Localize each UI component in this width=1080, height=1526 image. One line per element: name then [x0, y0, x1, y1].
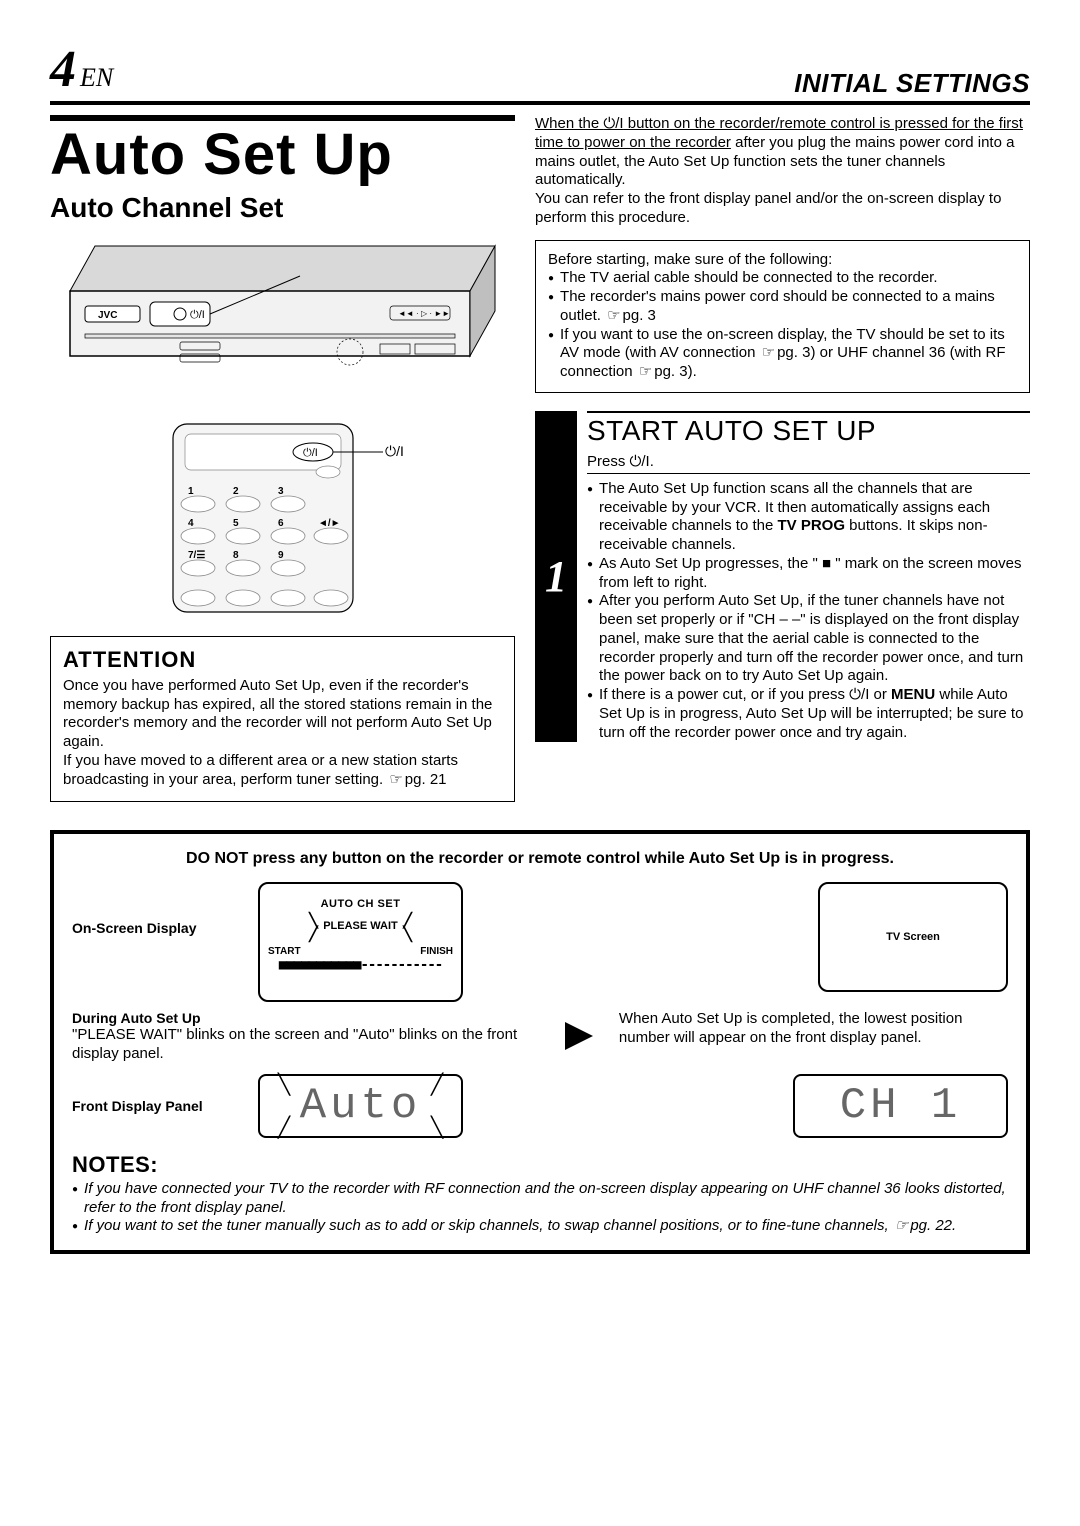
blink-mark-icon: ╱ [278, 1115, 290, 1140]
before-box: Before starting, make sure of the follow… [535, 240, 1030, 393]
osd-line1: AUTO CH SET [260, 898, 461, 910]
blink-mark-icon: ╱ [431, 1072, 443, 1097]
notes-outer-box: DO NOT press any button on the recorder … [50, 830, 1030, 1254]
blink-mark-icon: ╱ [403, 925, 411, 942]
attention-heading: ATTENTION [63, 647, 502, 673]
note-2: If you want to set the tuner manually su… [72, 1217, 1008, 1236]
fdp-label: Front Display Panel [72, 1098, 242, 1114]
remote-illustration: ⏻/I ⏻/I 1 2 3 4 5 6 7/☰ 8 9 ◄/► [133, 414, 433, 614]
osd-label: On-Screen Display [72, 882, 240, 936]
main-title: Auto Set Up [50, 125, 515, 186]
step-title: START AUTO SET UP [587, 415, 1030, 447]
power-icon: ⏻/I [603, 115, 623, 132]
tv-screen-box: TV Screen [818, 882, 1008, 992]
step-1: 1 START AUTO SET UP Press ⏻/I. The Auto … [535, 411, 1030, 743]
step-title-rule [587, 411, 1030, 413]
svg-text:4: 4 [188, 518, 194, 529]
before-bullet-2: The recorder's mains power cord should b… [548, 288, 1017, 326]
note-1: If you have connected your TV to the rec… [72, 1180, 1008, 1218]
before-lead: Before starting, make sure of the follow… [548, 251, 1017, 270]
step-bullet-2: As Auto Set Up progresses, the " ■ " mar… [587, 555, 1030, 593]
osd-start-finish: START FINISH [260, 946, 461, 957]
step-body: START AUTO SET UP Press ⏻/I. The Auto Se… [577, 411, 1030, 743]
page-ref-icon [893, 1217, 910, 1234]
power-icon: ⏻/I [849, 686, 869, 703]
page-ref-icon [637, 363, 654, 380]
page-header: 4 EN INITIAL SETTINGS [50, 40, 1030, 105]
tv-box-wrap: TV Screen [808, 882, 1008, 992]
step-press: Press ⏻/I. [587, 453, 1030, 470]
notes-mid-row: During Auto Set Up "PLEASE WAIT" blinks … [72, 1010, 1008, 1064]
notes-warning: DO NOT press any button on the recorder … [72, 850, 1008, 868]
main-columns: Auto Set Up Auto Channel Set JVC ⏻/I ◄◄ … [50, 115, 1030, 802]
right-column: When the ⏻/I button on the recorder/remo… [535, 115, 1030, 802]
step-bullet-3: After you perform Auto Set Up, if the tu… [587, 592, 1030, 686]
during-title: During Auto Set Up [72, 1010, 539, 1026]
intro-line2: You can refer to the front display panel… [535, 190, 1030, 228]
notes-row-displays: On-Screen Display AUTO CH SET ╲ ╱ PLEASE… [72, 882, 1008, 1002]
svg-text:◄◄ · ▷ · ►►: ◄◄ · ▷ · ►► [398, 309, 450, 318]
title-rule [50, 115, 515, 121]
svg-text:9: 9 [278, 550, 284, 561]
lcd-auto-box: ╲ ╱ Auto ╱ ╲ [258, 1074, 463, 1138]
step-number: 1 [535, 411, 577, 743]
page-lang: EN [80, 63, 113, 93]
svg-text:JVC: JVC [98, 310, 117, 321]
osd-box: AUTO CH SET ╲ ╱ PLEASE WAIT ╲ ╱ START FI… [258, 882, 463, 1002]
svg-text:6: 6 [278, 518, 284, 529]
page-ref-icon [605, 307, 622, 324]
osd-progress: ■■■■■■■■■■■----------- [260, 957, 461, 973]
svg-text:⏻/I: ⏻/I [385, 443, 404, 459]
attention-para1: Once you have performed Auto Set Up, eve… [63, 677, 502, 752]
before-bullet-3: If you want to use the on-screen display… [548, 326, 1017, 382]
svg-text:1: 1 [188, 486, 194, 497]
blink-mark-icon: ╲ [309, 925, 317, 942]
page-number: 4 [50, 40, 76, 99]
step-bullet-1: The Auto Set Up function scans all the c… [587, 480, 1030, 555]
completed-text: When Auto Set Up is completed, the lowes… [619, 1010, 1008, 1048]
lcd-row: Front Display Panel ╲ ╱ Auto ╱ ╲ CH 1 [72, 1074, 1008, 1138]
step-rule [587, 473, 1030, 474]
left-column: Auto Set Up Auto Channel Set JVC ⏻/I ◄◄ … [50, 115, 515, 802]
svg-text:◄/►: ◄/► [318, 518, 341, 529]
page-ref-icon [760, 344, 777, 361]
svg-text:7/☰: 7/☰ [188, 550, 205, 561]
header-left: 4 EN [50, 40, 113, 99]
attention-para2: If you have moved to a different area or… [63, 752, 502, 790]
notes-heading: NOTES: [72, 1152, 1008, 1178]
step-bullet-4: If there is a power cut, or if you press… [587, 686, 1030, 742]
osd-please-wait: ╲ ╱ PLEASE WAIT ╲ ╱ [323, 920, 398, 932]
notes-list: If you have connected your TV to the rec… [72, 1180, 1008, 1236]
power-icon: ⏻/I [630, 453, 650, 470]
intro-paragraph: When the ⏻/I button on the recorder/remo… [535, 115, 1030, 190]
page-ref-icon [387, 771, 404, 788]
during-text: "PLEASE WAIT" blinks on the screen and "… [72, 1026, 539, 1064]
blink-mark-icon: ╲ [278, 1072, 290, 1097]
svg-text:⏻/I: ⏻/I [303, 447, 318, 459]
lcd-ch-box: CH 1 [793, 1074, 1008, 1138]
svg-text:3: 3 [278, 486, 284, 497]
blink-mark-icon: ╲ [431, 1115, 443, 1140]
attention-box: ATTENTION Once you have performed Auto S… [50, 636, 515, 803]
svg-text:8: 8 [233, 550, 239, 561]
sub-title: Auto Channel Set [50, 192, 515, 224]
recorder-illustration: JVC ⏻/I ◄◄ · ▷ · ►► [50, 236, 515, 396]
svg-text:⏻/I: ⏻/I [190, 309, 205, 321]
during-block: During Auto Set Up "PLEASE WAIT" blinks … [72, 1010, 539, 1064]
lcd-ch-text: CH 1 [840, 1081, 962, 1131]
attention-para2-ref: pg. 21 [405, 771, 447, 788]
svg-text:5: 5 [233, 518, 239, 529]
lcd-auto-text: Auto [300, 1081, 422, 1131]
before-bullet-1: The TV aerial cable should be connected … [548, 269, 1017, 288]
section-title: INITIAL SETTINGS [794, 68, 1030, 99]
svg-text:2: 2 [233, 486, 239, 497]
arrow-right-icon [565, 1022, 593, 1050]
